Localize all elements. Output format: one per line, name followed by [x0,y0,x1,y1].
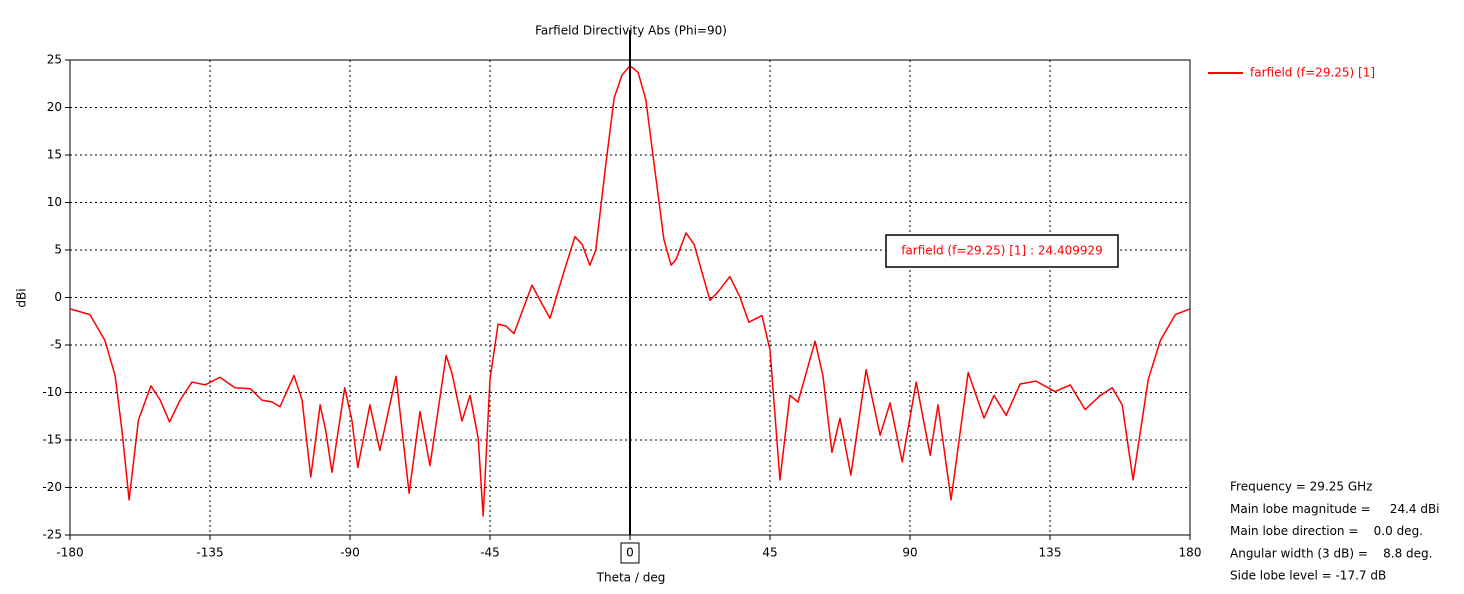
x-axis-label: Theta / deg [596,571,666,585]
info-line: Angular width (3 dB) = 8.8 deg. [1230,546,1432,560]
y-tick-label: 10 [47,195,62,209]
legend-label: farfield (f=29.25) [1] [1250,66,1375,80]
x-tick-label: 90 [902,546,917,560]
data-line [69,64,1191,517]
info-line: Side lobe level = -17.7 dB [1230,569,1386,583]
x-tick-label: 135 [1039,546,1062,560]
marker-label: 0 [626,546,634,560]
y-tick-label: 0 [54,290,62,304]
y-tick-label: -10 [42,385,62,399]
y-tick-label: -20 [42,480,62,494]
x-tick-label: -180 [56,546,83,560]
x-tick-label: -45 [480,546,500,560]
x-tick-label: -90 [340,546,360,560]
annotation: farfield (f=29.25) [1] : 24.409929 [901,244,1103,258]
info-line: Main lobe direction = 0.0 deg. [1230,524,1423,538]
x-tick-label: 180 [1179,546,1202,560]
y-tick-label: 25 [47,53,62,67]
marker-box [620,542,640,564]
y-tick-label: 15 [47,148,62,162]
y-tick-label: -25 [42,528,62,542]
info-line: Frequency = 29.25 GHz [1230,480,1372,494]
y-axis-label: dBi [15,288,29,307]
y-tick-label: 5 [54,243,62,257]
x-tick-label: -135 [196,546,223,560]
y-tick-label: 20 [47,100,62,114]
y-tick-label: -15 [42,433,62,447]
y-tick-label: -5 [50,338,62,352]
x-tick-label: 45 [762,546,777,560]
info-line: Main lobe magnitude = 24.4 dBi [1230,502,1440,516]
annotation-box [885,234,1119,268]
